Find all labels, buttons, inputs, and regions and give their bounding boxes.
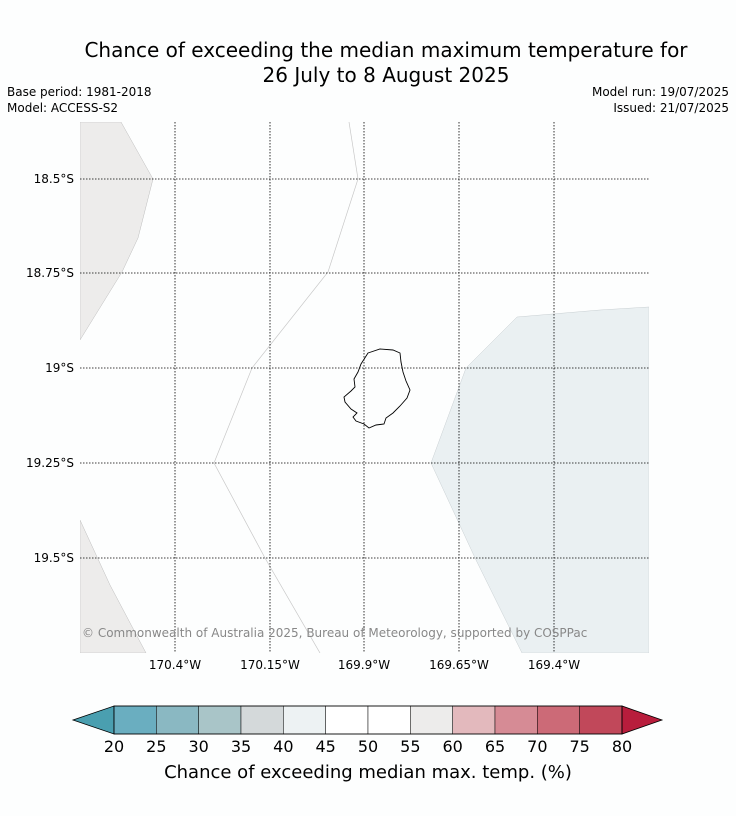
colorbar-tick-label: 55 (400, 737, 420, 756)
colorbar-title: Chance of exceeding median max. temp. (%… (164, 762, 572, 783)
issued-date: Issued: 21/07/2025 (613, 101, 729, 115)
lat-label-18-5: 18.5°S (34, 172, 74, 186)
meta-left: Base period: 1981-2018 Model: ACCESS-S2 (7, 84, 152, 116)
colorbar-tick-label: 75 (569, 737, 589, 756)
lat-label-19-25: 19.25°S (26, 456, 74, 470)
colorbar-tick-label: 30 (188, 737, 208, 756)
lon-label-170-4: 170.4°W (149, 658, 201, 672)
map-panel: © Commonwealth of Australia 2025, Bureau… (80, 122, 649, 653)
colorbar (71, 705, 664, 735)
colorbar-segment (113, 705, 157, 735)
lon-label-169-4: 169.4°W (528, 658, 580, 672)
gridlines (80, 122, 649, 653)
lon-label-169-65: 169.65°W (429, 658, 489, 672)
lat-label-19: 19°S (45, 361, 74, 375)
lat-label-18-75: 18.75°S (26, 266, 74, 280)
colorbar-segment (494, 705, 538, 735)
colorbar-tick-label: 80 (612, 737, 632, 756)
colorbar-tick-label: 25 (146, 737, 166, 756)
colorbar-tick-label: 70 (527, 737, 547, 756)
lon-label-169-9: 169.9°W (338, 658, 390, 672)
colorbar-tick-label: 40 (273, 737, 293, 756)
latitude-labels: 18.5°S 18.75°S 19°S 19.25°S 19.5°S (26, 172, 74, 565)
title-line-2: 26 July to 8 August 2025 (262, 63, 510, 87)
colorbar-tick-labels: 20 25 30 35 40 45 50 55 60 65 70 75 80 (104, 737, 632, 756)
model-run: Model run: 19/07/2025 (591, 85, 729, 99)
base-period: Base period: 1981-2018 (7, 85, 152, 99)
colorbar-extend-high (621, 705, 664, 735)
colorbar-segment (537, 705, 580, 735)
copyright-text: © Commonwealth of Australia 2025, Bureau… (82, 626, 587, 640)
colorbar-segment (156, 705, 199, 735)
colorbar-tick-label: 50 (358, 737, 378, 756)
colorbar-segment (283, 705, 326, 735)
lat-label-19-5: 19.5°S (34, 551, 74, 565)
region-west-bottom (80, 519, 147, 653)
colorbar-extend-low (71, 705, 115, 735)
colorbar-tick-label: 45 (315, 737, 335, 756)
colorbar-segment (367, 705, 411, 735)
colorbar-segment (579, 705, 623, 735)
lon-label-170-15: 170.15°W (240, 658, 300, 672)
colorbar-tick-label: 60 (442, 737, 462, 756)
longitude-labels: 170.4°W 170.15°W 169.9°W 169.65°W 169.4°… (149, 658, 580, 672)
colorbar-segment (198, 705, 242, 735)
meta-right: Model run: 19/07/2025 Issued: 21/07/2025 (592, 84, 729, 116)
colorbar-tick-label: 65 (485, 737, 505, 756)
map-title: Chance of exceeding the median maximum t… (0, 38, 736, 88)
model-name: Model: ACCESS-S2 (7, 101, 119, 115)
colorbar-segment (410, 705, 453, 735)
colorbar-tick-label: 35 (231, 737, 251, 756)
colorbar-segment (325, 705, 369, 735)
colorbar-segment (240, 705, 284, 735)
region-west-top (80, 122, 154, 341)
colorbar-outline (113, 705, 623, 735)
island-outline (343, 348, 411, 429)
title-line-1: Chance of exceeding the median maximum t… (84, 38, 688, 62)
colorbar-tick-label: 20 (104, 737, 124, 756)
colorbar-segment (452, 705, 496, 735)
